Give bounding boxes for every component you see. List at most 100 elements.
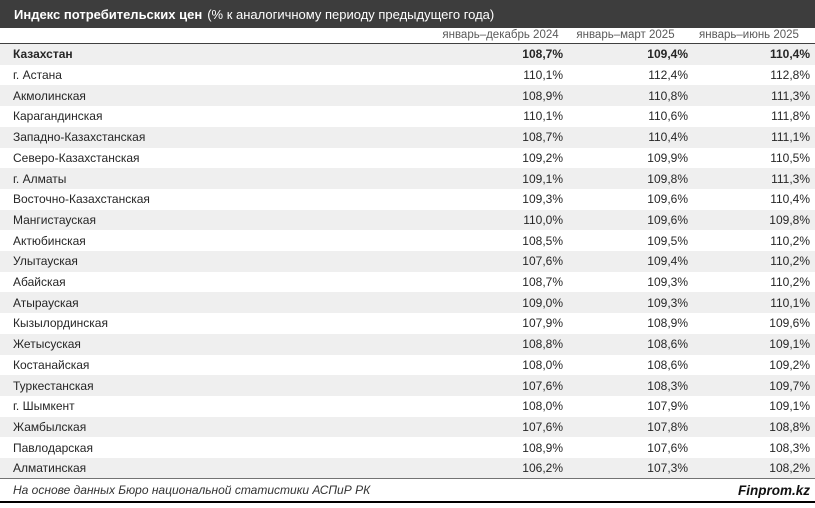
table-row: г. Астана 110,1% 112,4% 112,8% [0,65,815,86]
value-period-2: 107,3% [647,461,688,476]
value-period-3: 109,2% [769,357,810,372]
region-label: Атырауская [13,295,79,310]
value-period-1: 110,1% [523,109,563,124]
region-label: Мангистауская [13,212,96,227]
value-period-3: 112,8% [770,68,810,83]
value-period-2: 109,3% [647,295,688,310]
region-label: Кызылординская [13,316,108,331]
region-label: г. Шымкент [13,399,75,414]
value-period-1: 108,9% [522,88,563,103]
table-row: Костанайская 108,0% 108,6% 109,2% [0,355,815,376]
value-period-2: 109,6% [647,192,688,207]
value-period-3: 108,8% [769,420,810,434]
table-row: Казахстан 108,7% 109,4% 110,4% [0,44,815,65]
table-row: Павлодарская 108,9% 107,6% 108,3% [0,437,815,458]
value-period-3: 111,8% [771,109,810,124]
region-label: Улытауская [13,254,78,269]
value-period-1: 106,2% [522,461,563,476]
value-period-1: 110,1% [523,68,563,83]
table-row: Актюбинская 108,5% 109,5% 110,2% [0,230,815,251]
value-period-1: 107,6% [522,378,563,393]
value-period-1: 109,0% [522,295,563,310]
value-period-3: 111,3% [771,88,810,103]
region-label: Абайская [13,275,66,290]
region-label: Актюбинская [13,233,86,248]
region-label: Туркестанская [13,378,94,393]
value-period-3: 110,2% [770,275,810,290]
value-period-1: 107,6% [522,420,563,434]
value-period-3: 111,3% [771,171,810,186]
value-period-1: 108,7% [522,47,563,62]
table-row: Жетысуская 108,8% 108,6% 109,1% [0,333,815,355]
table-row: Атырауская 109,0% 109,3% 110,1% [0,292,815,314]
title-bar: Индекс потребительских цен (% к аналогич… [0,0,815,28]
table-row: Жамбылская 107,6% 107,8% 108,8% [0,416,815,438]
value-period-1: 108,9% [522,440,563,455]
region-label: Жамбылская [13,420,87,434]
footer-bar: На основе данных Бюро национальной стати… [0,478,815,501]
value-period-1: 108,0% [522,399,563,414]
region-label: г. Астана [13,68,62,83]
table-row: Алматинская 106,2% 107,3% 108,2% [0,458,815,479]
region-label: Костанайская [13,357,90,372]
table-row: г. Алматы 109,1% 109,8% 111,3% [0,168,815,189]
value-period-3: 109,1% [769,337,810,352]
table-row: Туркестанская 107,6% 108,3% 109,7% [0,375,815,396]
value-period-2: 109,9% [647,150,688,165]
value-period-2: 108,6% [647,337,688,352]
region-label: Западно-Казахстанская [13,130,146,145]
value-period-2: 109,5% [647,233,688,248]
value-period-1: 110,0% [523,212,563,227]
bottom-rule [0,501,815,503]
value-period-1: 107,9% [522,316,563,331]
value-period-1: 109,2% [522,150,563,165]
table-row: Улытауская 107,6% 109,4% 110,2% [0,251,815,272]
table-row: Северо-Казахстанская 109,2% 109,9% 110,5… [0,148,815,169]
value-period-1: 107,6% [522,254,563,269]
value-period-1: 108,7% [522,130,563,145]
table-row: Кызылординская 107,9% 108,9% 109,6% [0,313,815,334]
value-period-1: 108,8% [522,337,563,352]
value-period-2: 109,4% [647,254,688,269]
value-period-3: 110,4% [770,192,810,207]
value-period-2: 107,6% [647,440,688,455]
value-period-2: 112,4% [648,68,688,83]
value-period-1: 109,1% [522,171,563,186]
region-label: г. Алматы [13,171,67,186]
value-period-2: 109,3% [647,275,688,290]
value-period-2: 109,4% [647,47,688,62]
value-period-2: 108,3% [647,378,688,393]
column-header-period-1: январь–декабрь 2024 [442,29,559,41]
column-header-period-2: январь–март 2025 [576,29,675,41]
value-period-2: 108,9% [647,316,688,331]
value-period-2: 110,6% [648,109,688,124]
value-period-3: 110,1% [770,295,810,310]
value-period-3: 110,4% [769,47,810,62]
value-period-3: 109,7% [769,378,810,393]
column-header-row: январь–декабрь 2024 январь–март 2025 янв… [0,28,815,43]
value-period-3: 110,2% [770,254,810,269]
table-row: Западно-Казахстанская 108,7% 110,4% 111,… [0,126,815,148]
value-period-3: 109,6% [769,316,810,331]
value-period-2: 110,4% [648,130,688,145]
table-row: Мангистауская 110,0% 109,6% 109,8% [0,209,815,231]
region-label: Северо-Казахстанская [13,150,140,165]
value-period-2: 107,8% [647,420,688,434]
region-label: Жетысуская [13,337,81,352]
value-period-2: 109,8% [647,171,688,186]
region-label: Восточно-Казахстанская [13,192,150,207]
region-label: Карагандинская [13,109,103,124]
table-body: Казахстан 108,7% 109,4% 110,4% г. Астана… [0,43,815,479]
value-period-3: 111,1% [771,130,810,145]
brand-logo: Finprom.kz [737,482,810,498]
table-row: Карагандинская 110,1% 110,6% 111,8% [0,106,815,127]
region-label: Казахстан [13,47,73,62]
value-period-1: 108,0% [522,357,563,372]
page-subtitle: (% к аналогичному периоду предыдущего го… [207,6,495,22]
value-period-3: 109,1% [769,399,810,414]
value-period-2: 107,9% [647,399,688,414]
value-period-1: 108,5% [522,233,563,248]
value-period-3: 109,8% [769,212,810,227]
value-period-3: 108,2% [769,461,810,476]
